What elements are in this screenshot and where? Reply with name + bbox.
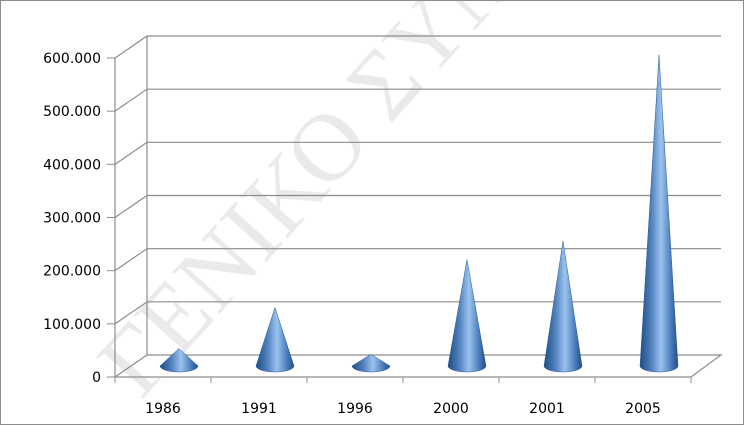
cone-bar bbox=[351, 354, 391, 373]
cone-bar bbox=[255, 306, 295, 373]
y-tick-label: 500.000 bbox=[43, 104, 101, 120]
y-tick-label: 200.000 bbox=[43, 264, 101, 280]
tick-labels: 0 100.000 200.000 300.000 400.000 500.000 600.… bbox=[43, 51, 661, 417]
y-tick-label: 300.000 bbox=[43, 211, 101, 227]
x-tick-label: 1991 bbox=[241, 401, 277, 417]
cone-body bbox=[447, 259, 487, 373]
x-tick-label: 2000 bbox=[433, 401, 469, 417]
cone-body bbox=[639, 54, 679, 373]
y-tick-label: 600.000 bbox=[43, 51, 101, 67]
x-tick-label: 1996 bbox=[337, 401, 373, 417]
x-tick-label: 2001 bbox=[529, 401, 565, 417]
cone-body bbox=[255, 306, 295, 373]
y-tick-label: 0 bbox=[92, 370, 101, 386]
gridline bbox=[114, 141, 721, 165]
axes bbox=[107, 36, 723, 383]
y-tick-label: 400.000 bbox=[43, 157, 101, 173]
cone-bar bbox=[543, 241, 583, 373]
cone-body bbox=[543, 241, 583, 373]
x-tick-label: 2005 bbox=[625, 401, 661, 417]
cone-bar bbox=[639, 54, 679, 373]
y-tick-label: 100.000 bbox=[43, 317, 101, 333]
cones bbox=[159, 54, 679, 373]
cone-bar bbox=[159, 348, 199, 373]
x-tick-label: 1986 bbox=[145, 401, 181, 417]
cone-body bbox=[351, 354, 391, 373]
cone-bar bbox=[447, 259, 487, 373]
cone-body bbox=[159, 348, 199, 373]
